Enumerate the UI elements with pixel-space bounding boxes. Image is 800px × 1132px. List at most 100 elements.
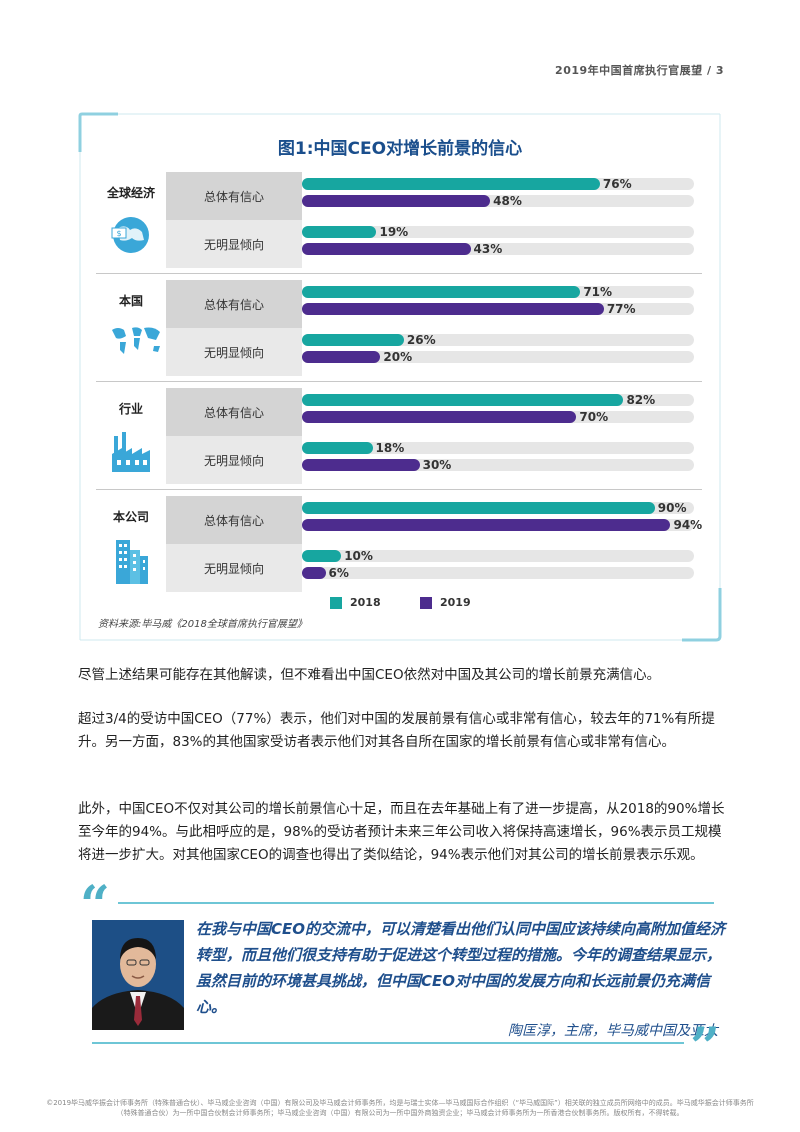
row-block: 无明显倾向 [166,436,302,484]
bar-value-label: 10% [344,549,373,563]
close-quote-icon: ” [690,1017,720,1078]
bar-value-label: 76% [602,177,632,191]
bar-2018 [302,442,373,454]
bar-track: 94% [302,518,702,532]
row-block: 总体有信心 [166,388,302,436]
quote-top-rule [118,902,714,904]
frame-corner-top-left [78,112,722,642]
bar-value-label: 94% [673,518,703,532]
bar-track: 6% [302,566,694,580]
factory-icon [108,428,154,474]
bar-2018 [302,394,624,406]
paragraph-1: 尽管上述结果可能存在其他解读，但不难看出中国CEO依然对中国及其公司的增长前景充… [78,667,661,683]
bar-2018 [302,226,377,238]
figure-source: 资料来源:毕马威《2018全球首席执行官展望》 [98,619,307,630]
bar-track: 20% [302,350,694,364]
bar-track: 19% [302,225,694,239]
bar-2019 [302,519,671,531]
bar-track: 76% [302,177,694,191]
legend-item-2019: 2019 [420,596,471,609]
group-label: 行业 [118,402,143,416]
svg-text:$: $ [116,229,121,238]
bar-2019 [302,303,604,315]
author-photo [92,920,184,1030]
bar-track: 71% [302,285,694,299]
row-block: 总体有信心 [166,172,302,220]
globe-money-icon: $ [108,212,154,258]
page-footer: ©2019毕马威华振会计师事务所（特殊普通合伙）、毕马威企业咨询（中国）有限公司… [0,1098,800,1118]
row-block: 无明显倾向 [166,544,302,592]
bar-value-label: 71% [583,285,613,299]
bar-value-label: 48% [493,194,522,208]
bar-2019 [302,243,471,255]
world-map-icon [108,320,160,366]
row-block: 总体有信心 [166,280,302,328]
row-block: 无明显倾向 [166,220,302,268]
bar-track: 90% [302,501,694,515]
paragraph-3: 此外，中国CEO不仅对其公司的增长前景信心十足，而且在去年基础上有了进一步提高，… [78,801,725,863]
bar-value-label: 70% [579,410,609,424]
bar-track: 43% [302,242,694,256]
group-separator [96,273,702,274]
bar-2018 [302,334,404,346]
legend-item-2018: 2018 [330,596,381,609]
bar-2019 [302,351,381,363]
bar-value-label: 18% [375,441,405,455]
footer-line-1: ©2019毕马威华振会计师事务所（特殊普通合伙）、毕马威企业咨询（中国）有限公司… [46,1099,754,1107]
pull-quote: “ 在我与中国CEO的交流中，可以清楚看出他们认同中国应该持续向高附加值经济转型… [78,880,726,1074]
bar-value-label: 20% [383,350,413,364]
legend-swatch-2018 [330,596,342,609]
row-label: 总体有信心 [203,189,264,204]
quote-bottom-rule [92,1042,684,1044]
chart-group: 本公司 总体有信心 90% 94% 无明显倾向 10% 6% [96,496,702,592]
bar-2018 [302,178,600,190]
chart-group: 本国 总体有信心 71% 77% 无明显倾向 26% 20% [96,280,702,382]
bar-2019 [302,567,326,579]
bar-2019 [302,459,420,471]
chart-group: 全球经济 $ 总体有信心 76% 48% 无明显倾向 19% 43% [96,172,702,274]
group-separator [96,489,702,490]
bar-2018 [302,502,655,514]
row-label: 无明显倾向 [203,561,264,576]
bar-track: 77% [302,302,694,316]
bar-2019 [302,195,491,207]
bar-track: 48% [302,194,694,208]
quote-text: 在我与中国CEO的交流中，可以清楚看出他们认同中国应该持续向高附加值经济转型，而… [196,920,726,1016]
office-building-icon [108,536,154,584]
row-label: 总体有信心 [203,297,264,312]
row-label: 无明显倾向 [203,453,264,468]
bar-2019 [302,411,577,423]
bar-track: 82% [302,393,694,407]
bar-track: 30% [302,458,694,472]
bar-track: 18% [302,441,694,455]
bar-track: 10% [302,549,694,563]
row-label: 总体有信心 [203,513,264,528]
bar-track: 26% [302,333,694,347]
paragraph-2: 超过3/4的受访中国CEO（77%）表示，他们对中国的发展前景有信心或非常有信心… [78,711,715,750]
group-label: 本国 [118,294,143,308]
legend-label-2019: 2019 [440,596,471,609]
bar-value-label: 77% [606,302,636,316]
bar-value-label: 19% [379,225,409,239]
quote-author: 陶匡淳，主席，毕马威中国及亚太 [508,1023,718,1039]
bar-2018 [302,550,342,562]
legend-label-2018: 2018 [350,596,381,609]
group-label: 全球经济 [106,186,155,200]
figure-container: 图1:中国CEO对增长前景的信心 全球经济 $ 总体有信心 76% 48% 无明显倾向 19… [78,112,722,642]
footer-line-2: （特殊普通合伙）为一所中国合伙制会计师事务所；毕马威企业咨询（中国）有限公司为一… [116,1109,684,1117]
bar-value-label: 90% [657,501,687,515]
page-header: 2019年中国首席执行官展望 / 3 [555,64,724,77]
row-block: 总体有信心 [166,496,302,544]
bar-value-label: 6% [328,566,349,580]
bar-value-label: 26% [406,333,436,347]
group-label: 本公司 [112,510,149,524]
bar-value-label: 82% [626,393,656,407]
row-label: 总体有信心 [203,405,264,420]
bar-value-label: 30% [422,458,452,472]
figure-title: 图1:中国CEO对增长前景的信心 [277,139,523,159]
row-block: 无明显倾向 [166,328,302,376]
legend-swatch-2019 [420,596,432,609]
bar-2018 [302,286,581,298]
bar-value-label: 43% [473,242,503,256]
group-separator [96,381,702,382]
